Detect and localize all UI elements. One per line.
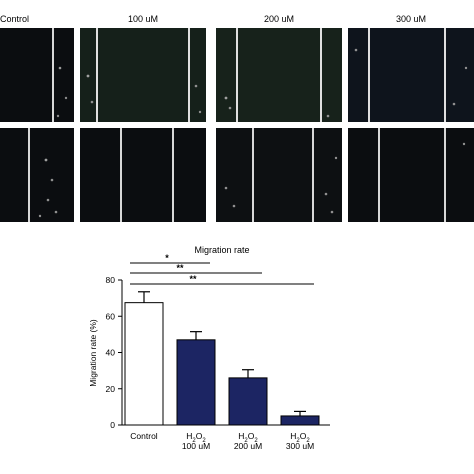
- panel-label-300um: 300 uM: [396, 14, 427, 24]
- y-tick-label: 80: [106, 275, 116, 285]
- y-axis-label: Migration rate (%): [88, 319, 98, 387]
- y-tick-label: 40: [106, 348, 116, 358]
- micrograph-200um-24h: [216, 128, 342, 222]
- x-tick-label: 200 uM: [234, 441, 262, 451]
- micrograph-control-0h: [0, 28, 74, 122]
- micrograph-100um-0h: [80, 28, 206, 122]
- panel-label-200um: 200 uM: [264, 14, 295, 24]
- x-tick-label: Control: [130, 431, 158, 441]
- bar: [228, 377, 268, 426]
- micrograph-300um-24h: [348, 128, 474, 222]
- panel-label-100um: 100 uM: [128, 14, 159, 24]
- panel-label-control: Control: [0, 14, 30, 24]
- x-tick-label: 300 uM: [286, 441, 314, 451]
- bar: [176, 339, 216, 426]
- bar: [280, 415, 320, 426]
- significance-label: **: [189, 274, 197, 284]
- chart-title: Migration rate: [194, 245, 249, 255]
- significance-label: **: [176, 263, 184, 273]
- x-tick-label: H2O2: [290, 431, 310, 444]
- y-tick-label: 60: [106, 311, 116, 321]
- x-tick-label: H2O2: [238, 431, 258, 444]
- y-tick-label: 20: [106, 384, 116, 394]
- micrograph-100um-24h: [80, 128, 206, 222]
- bar: [124, 302, 164, 426]
- micrograph-control-24h: [0, 128, 74, 222]
- y-tick-label: 0: [110, 420, 115, 430]
- x-tick-label: 100 uM: [182, 441, 210, 451]
- significance-label: *: [165, 253, 169, 263]
- micrograph-300um-0h: [348, 28, 474, 122]
- micrograph-200um-0h: [216, 28, 342, 122]
- x-tick-label: H2O2: [186, 431, 206, 444]
